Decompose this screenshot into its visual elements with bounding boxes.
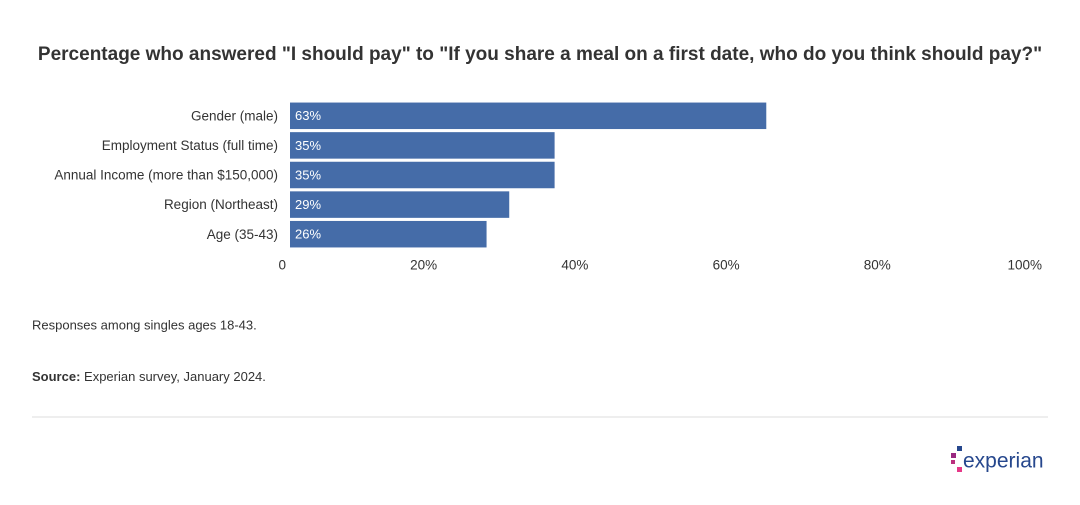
y-tick-label: Region (Northeast) [164,197,278,212]
bar [290,220,487,248]
chart-title: Percentage who answered "I should pay" t… [38,44,1042,65]
x-tick-label: 0 [278,258,286,273]
bar [290,132,555,159]
logo-square [951,453,956,458]
value-label: 35% [295,138,321,153]
y-tick-label: Employment Status (full time) [102,138,278,153]
bar [290,102,767,130]
bar [290,161,555,189]
source-text: Experian survey, January 2024. [84,369,266,384]
logo-square [951,460,955,464]
logo-square [957,467,962,472]
note: Responses among singles ages 18-43. [32,317,257,332]
logo-square [957,446,962,451]
x-tick-label: 100% [1007,258,1042,273]
x-tick-label: 40% [561,258,588,273]
source-label: Source: [32,369,80,384]
x-tick-label: 80% [864,258,891,273]
value-label: 29% [295,197,321,212]
bar [290,191,510,218]
x-tick-label: 60% [713,258,740,273]
logo-text: experian [963,450,1044,473]
logo-mark [951,446,962,472]
x-tick-label: 20% [410,258,437,273]
value-label: 63% [295,108,321,123]
value-label: 26% [295,227,321,242]
y-tick-label: Annual Income (more than $150,000) [54,168,278,183]
source: Source: Experian survey, January 2024. [32,369,266,384]
y-tick-label: Age (35-43) [207,227,278,242]
y-tick-label: Gender (male) [191,108,278,123]
value-label: 35% [295,167,321,182]
